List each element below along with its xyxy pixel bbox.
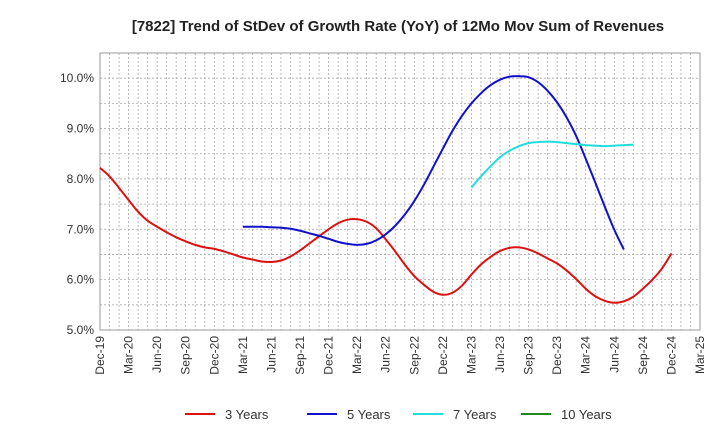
y-tick-label: 7.0% xyxy=(67,222,95,236)
series-line-7-years xyxy=(470,140,634,189)
x-tick-label: Sep-20 xyxy=(179,336,193,375)
x-tick-label: Dec-21 xyxy=(322,336,336,375)
legend-label-3-years: 3 Years xyxy=(225,407,269,422)
x-tick-label: Mar-21 xyxy=(236,336,250,374)
x-tick-label: Sep-21 xyxy=(293,336,307,375)
x-tick-label: Dec-22 xyxy=(436,336,450,375)
chart-title: [7822] Trend of StDev of Growth Rate (Yo… xyxy=(132,18,664,35)
series-line-5-years xyxy=(242,75,625,250)
x-tick-label: Jun-24 xyxy=(607,336,621,373)
x-tick-label: Dec-20 xyxy=(207,336,221,375)
x-tick-label: Jun-21 xyxy=(264,336,278,373)
x-tick-label: Sep-24 xyxy=(636,336,650,375)
y-axis-ticks: 5.0% 6.0% 7.0% 8.0% 9.0% 10.0% xyxy=(60,71,94,337)
plot-area-frame xyxy=(99,52,701,331)
legend: 3 Years 5 Years 7 Years 10 Years xyxy=(185,407,612,422)
x-tick-label: Dec-23 xyxy=(550,336,564,375)
y-tick-label: 9.0% xyxy=(67,122,95,136)
x-tick-label: Sep-22 xyxy=(407,336,421,375)
grid-lines xyxy=(99,52,701,331)
x-axis-ticks: Dec-19 Mar-20 Jun-20 Sep-20 Dec-20 Mar-21 Jun-… xyxy=(93,336,707,375)
x-tick-label: Mar-25 xyxy=(693,336,707,374)
x-tick-label: Sep-23 xyxy=(522,336,536,375)
x-tick-label: Dec-19 xyxy=(93,336,107,375)
x-tick-label: Mar-24 xyxy=(579,336,593,374)
legend-label-5-years: 5 Years xyxy=(347,407,391,422)
x-tick-label: Jun-22 xyxy=(379,336,393,373)
series-lines xyxy=(99,75,673,304)
legend-label-10-years: 10 Years xyxy=(561,407,612,422)
x-tick-label: Jun-20 xyxy=(150,336,164,373)
y-tick-label: 10.0% xyxy=(60,71,94,85)
x-tick-label: Mar-20 xyxy=(122,336,136,374)
y-tick-label: 5.0% xyxy=(67,323,95,337)
legend-label-7-years: 7 Years xyxy=(453,407,497,422)
y-tick-label: 6.0% xyxy=(67,273,95,287)
x-tick-label: Jun-23 xyxy=(493,336,507,373)
y-tick-label: 8.0% xyxy=(67,172,95,186)
x-tick-label: Mar-23 xyxy=(464,336,478,374)
x-tick-label: Mar-22 xyxy=(350,336,364,374)
x-tick-label: Dec-24 xyxy=(664,336,678,375)
series-line-3-years xyxy=(99,167,673,304)
